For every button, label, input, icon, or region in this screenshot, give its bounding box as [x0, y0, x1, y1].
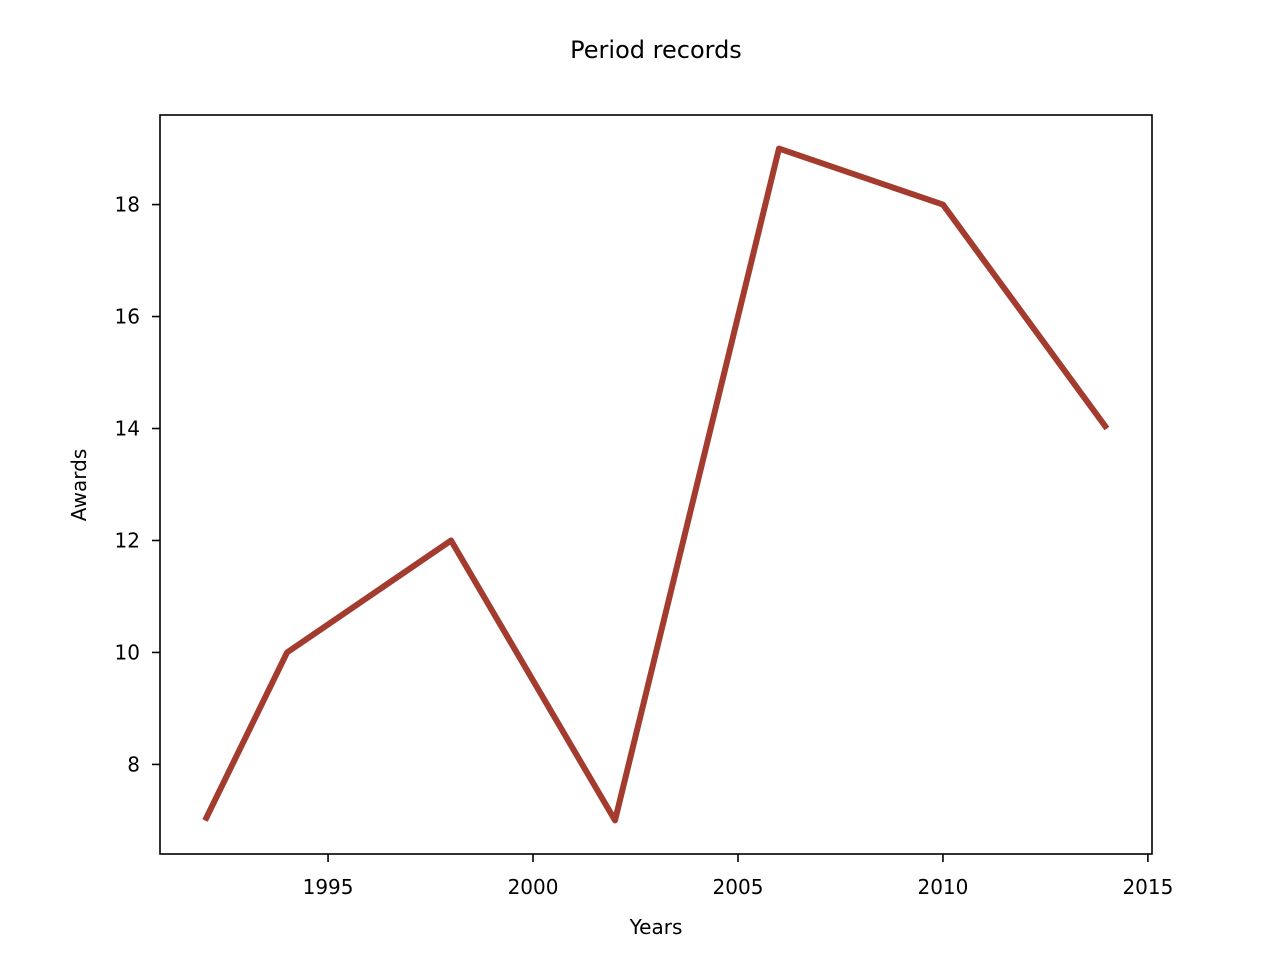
data-point — [286, 651, 288, 653]
data-point — [1106, 428, 1108, 430]
y-tick-label: 14 — [115, 417, 140, 441]
series-layer — [202, 145, 1110, 824]
series-line — [202, 145, 1110, 824]
x-tick-label: 2005 — [713, 875, 764, 899]
y-axis-label: Awards — [67, 449, 91, 521]
data-point — [942, 204, 944, 206]
data-point — [614, 819, 616, 821]
x-tick-label: 2010 — [917, 875, 968, 899]
y-tick-label: 8 — [127, 752, 140, 776]
y-tick-label: 18 — [115, 193, 140, 217]
data-point — [204, 819, 206, 821]
data-point — [778, 148, 780, 150]
x-axis-ticks: 1995 2000 2005 2010 2015 — [303, 854, 1173, 899]
x-tick-label: 2000 — [508, 875, 559, 899]
y-tick-label: 16 — [115, 305, 140, 329]
y-axis-ticks: 8 10 12 14 16 18 — [115, 193, 160, 776]
x-tick-label: 1995 — [303, 875, 354, 899]
y-tick-label: 12 — [115, 528, 140, 552]
plot-area-frame — [159, 114, 1153, 855]
x-axis-label: Years — [629, 915, 683, 939]
x-tick-label: 2015 — [1122, 875, 1173, 899]
data-point — [450, 539, 452, 541]
y-tick-label: 10 — [115, 640, 140, 664]
chart-title: Period records — [570, 36, 742, 64]
